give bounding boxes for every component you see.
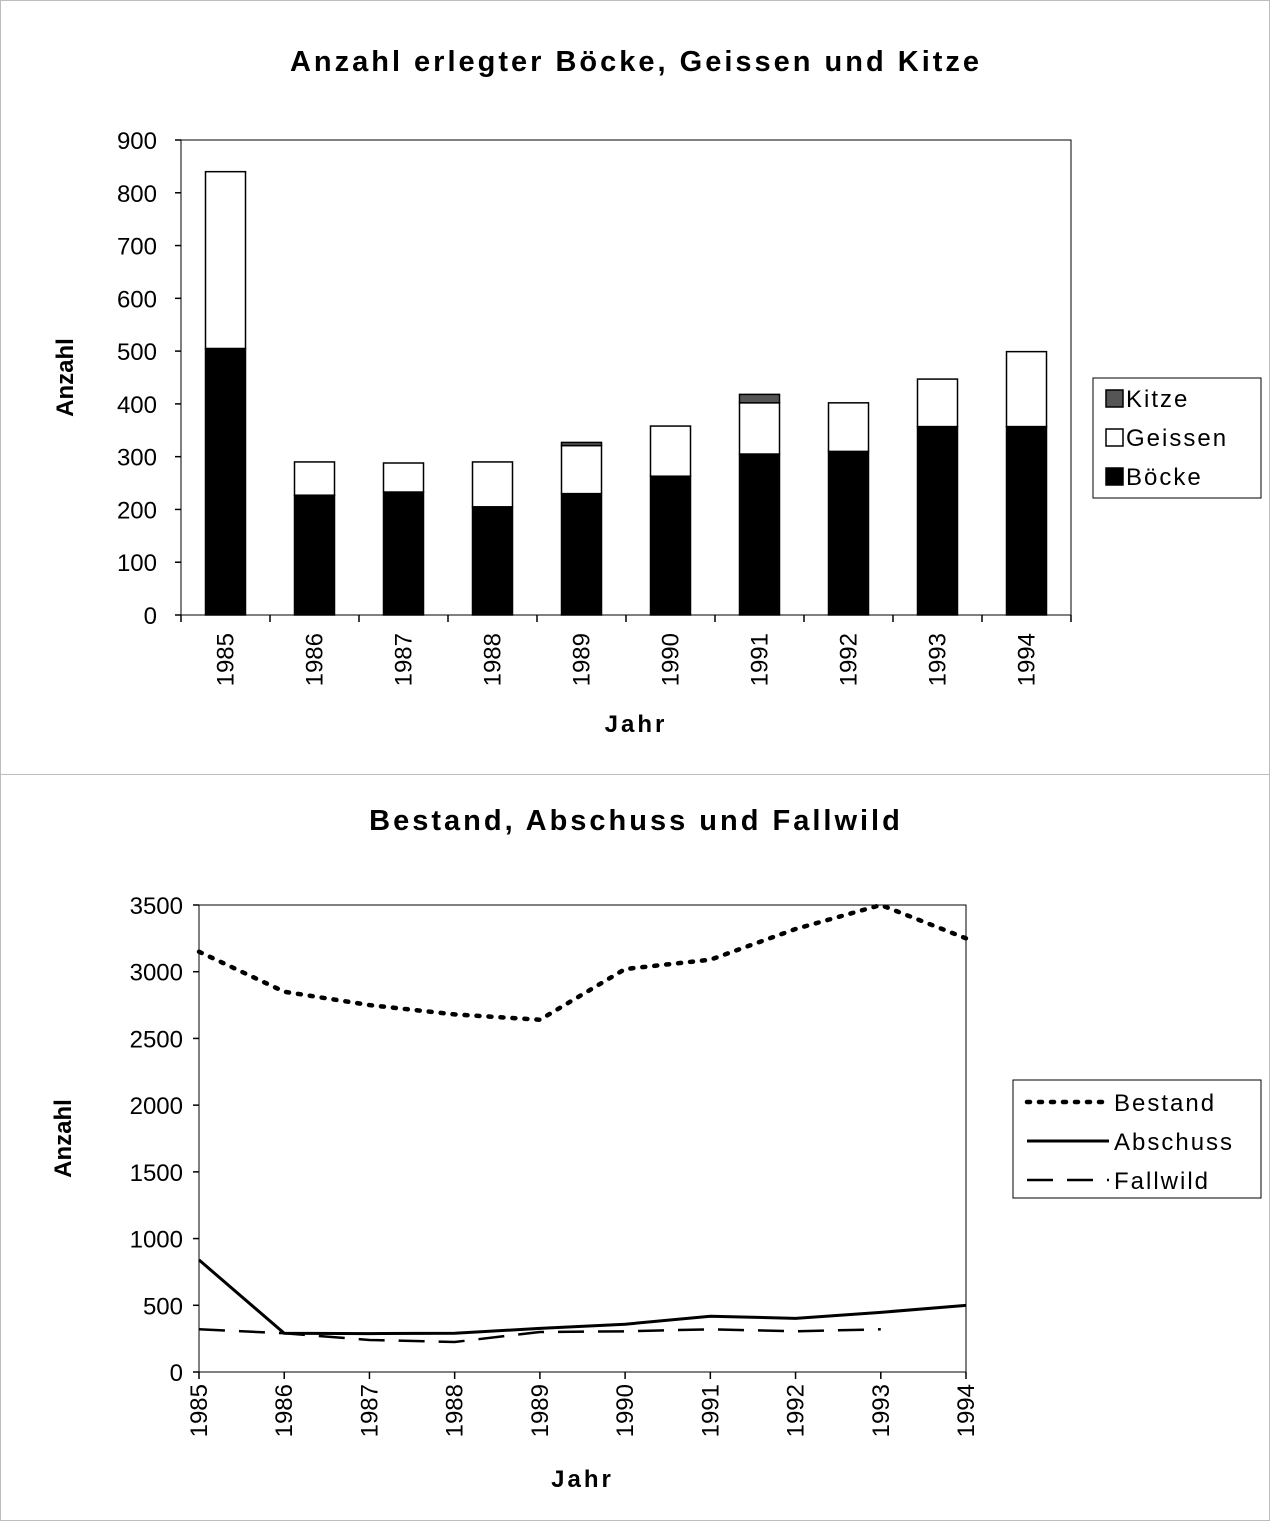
legend-label-Bestand: Bestand	[1114, 1090, 1216, 1117]
y-axis-label: Anzahl	[50, 1099, 77, 1178]
x-tick-label: 1989	[527, 1384, 554, 1437]
y-tick-label: 2000	[130, 1093, 183, 1120]
legend-label-Kitze: Kitze	[1126, 386, 1189, 413]
x-tick-label: 1994	[953, 1384, 980, 1437]
bar-Geissen-1992	[827, 402, 870, 453]
x-tick-label: 1986	[271, 1384, 298, 1437]
bar-Böcke-1992	[827, 450, 870, 616]
y-tick-label: 900	[117, 128, 157, 155]
y-tick-label: 500	[143, 1293, 183, 1320]
bar-Geissen-1993	[916, 378, 959, 428]
bar-Böcke-1987	[382, 491, 425, 616]
plot-area	[198, 904, 967, 1373]
y-tick-label: 2500	[130, 1026, 183, 1053]
y-tick-label: 1000	[130, 1227, 183, 1254]
bar-chart-panel: Anzahl erlegter Böcke, Geissen und Kitze…	[0, 0, 1270, 774]
bar-Böcke-1988	[471, 506, 514, 616]
x-axis-label: Jahr	[605, 711, 668, 738]
bar-Kitze-1989	[560, 441, 603, 447]
y-tick-label: 100	[117, 550, 157, 577]
x-tick-label: 1992	[783, 1384, 810, 1437]
bar-Böcke-1993	[916, 425, 959, 616]
y-tick-label: 200	[117, 497, 157, 524]
bar-Geissen-1990	[649, 425, 692, 477]
legend-label-Böcke: Böcke	[1126, 464, 1203, 491]
x-tick-label: 1991	[697, 1384, 724, 1437]
legend-box	[1012, 1079, 1262, 1199]
x-tick-label: 1987	[391, 633, 418, 686]
bar-Geissen-1987	[382, 462, 425, 493]
bar-Geissen-1994	[1005, 350, 1048, 428]
y-tick-label: 0	[170, 1360, 183, 1387]
y-tick-label: 700	[117, 234, 157, 261]
bar-Böcke-1990	[649, 475, 692, 616]
x-tick-label: 1988	[480, 633, 507, 686]
y-tick-label: 3000	[130, 960, 183, 987]
y-tick-label: 3500	[130, 893, 183, 920]
bar-Böcke-1985	[204, 347, 247, 616]
series-line-Fallwild	[198, 1328, 881, 1344]
y-tick-label: 1500	[130, 1160, 183, 1187]
bar-Böcke-1991	[738, 453, 781, 616]
bar-Böcke-1989	[560, 492, 603, 616]
bar-Geissen-1988	[471, 461, 514, 508]
x-tick-label: 1992	[836, 633, 863, 686]
legend-label-Fallwild: Fallwild	[1114, 1168, 1210, 1195]
x-tick-label: 1991	[747, 633, 774, 686]
line-chart-title: Bestand, Abschuss und Fallwild	[369, 805, 903, 837]
legend-label-Geissen: Geissen	[1126, 425, 1228, 452]
bar-Geissen-1989	[560, 444, 603, 495]
legend-swatch-Kitze	[1105, 389, 1124, 408]
x-tick-label: 1990	[658, 633, 685, 686]
bar-chart: 0 100 200 300 400 500 600 700 800 900 1985 1986 1987…	[52, 128, 1262, 738]
legend-swatch-Geissen	[1105, 428, 1124, 447]
bar-Geissen-1985	[204, 170, 247, 350]
legend-swatch-Böcke	[1105, 467, 1124, 486]
y-tick-label: 500	[117, 339, 157, 366]
x-tick-label: 1994	[1014, 633, 1041, 686]
y-tick-label: 300	[117, 445, 157, 472]
y-tick-label: 0	[144, 603, 157, 630]
bar-Geissen-1991	[738, 402, 781, 455]
x-tick-label: 1985	[186, 1384, 213, 1437]
x-tick-label: 1985	[213, 633, 240, 686]
x-tick-label: 1987	[356, 1384, 383, 1437]
bar-chart-title: Anzahl erlegter Böcke, Geissen und Kitze	[289, 46, 983, 78]
x-tick-label: 1988	[442, 1384, 469, 1437]
x-tick-label: 1989	[569, 633, 596, 686]
line-chart-panel: Bestand, Abschuss und Fallwild 0 500 1000 1…	[0, 774, 1270, 1521]
y-tick-label: 600	[117, 286, 157, 313]
y-axis-label: Anzahl	[52, 338, 79, 417]
line-chart: 0 500 1000 1500 2000 2500 3000 3500 1985 1986 1987…	[50, 893, 1262, 1493]
bar-Kitze-1991	[738, 393, 781, 404]
y-tick-label: 800	[117, 181, 157, 208]
y-tick-label: 400	[117, 392, 157, 419]
x-tick-label: 1990	[612, 1384, 639, 1437]
series-line-Bestand	[196, 902, 969, 1023]
x-tick-label: 1993	[925, 633, 952, 686]
legend-label-Abschuss: Abschuss	[1114, 1129, 1234, 1156]
series-line-Abschuss	[198, 1258, 967, 1336]
bar-Böcke-1994	[1005, 425, 1048, 616]
x-tick-label: 1986	[302, 633, 329, 686]
x-tick-label: 1993	[868, 1384, 895, 1437]
bar-Böcke-1986	[293, 494, 336, 616]
bar-Geissen-1986	[293, 461, 336, 496]
x-axis-label: Jahr	[551, 1466, 614, 1493]
